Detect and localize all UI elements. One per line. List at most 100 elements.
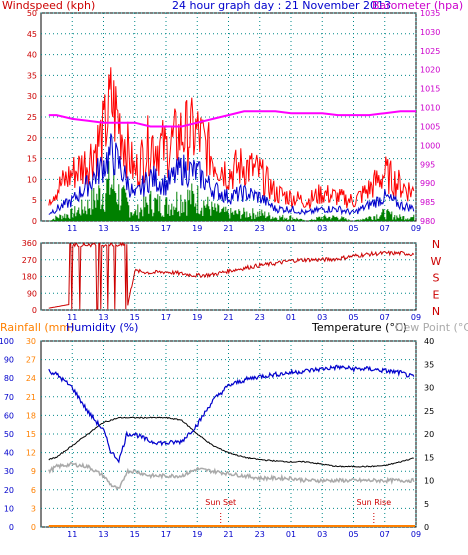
wind-x-tick: 23 [255, 224, 265, 233]
wind-y-tick: 35 [27, 71, 37, 80]
wind-y-tick: 20 [27, 134, 37, 143]
temp-x-tick: 19 [192, 530, 202, 539]
temp-x-tick: 17 [161, 530, 171, 539]
temp-x-tick: 03 [317, 530, 327, 539]
temperature-y-tick: 0 [424, 523, 429, 532]
direction-compass-label: N [432, 238, 440, 251]
temperature-y-tick: 15 [424, 453, 434, 462]
wind-y-tick: 50 [27, 9, 37, 18]
wind-lull-series [49, 161, 415, 221]
humidity-y-tick: 80 [4, 374, 14, 383]
rainfall-label: Rainfall (mm) [0, 321, 74, 334]
humidity-y-tick: 90 [4, 356, 14, 365]
direction-y-tick: 360 [22, 239, 37, 248]
temperature-y-tick: 5 [424, 500, 429, 509]
barometer-y-tick: 1030 [420, 28, 440, 37]
temperature-y-tick: 30 [424, 384, 434, 393]
temp-x-tick: 23 [255, 530, 265, 539]
direction-compass-label: E [433, 288, 440, 301]
rainfall-y-tick: 21 [26, 393, 36, 402]
direction-x-tick: 03 [317, 313, 327, 322]
temp-x-tick: 01 [286, 530, 296, 539]
humidity-y-tick: 10 [4, 504, 14, 513]
temp-x-tick: 11 [67, 530, 77, 539]
humidity-y-tick: 60 [4, 411, 14, 420]
wind-y-tick: 15 [27, 155, 37, 164]
rainfall-y-tick: 9 [31, 467, 36, 476]
temp-x-tick: 15 [130, 530, 140, 539]
wind-y-tick: 30 [27, 92, 37, 101]
rainfall-y-tick: 6 [31, 486, 36, 495]
humidity-series [48, 364, 415, 464]
event-marker-label: Sun Rise [356, 498, 391, 507]
humidity-y-tick: 70 [4, 393, 14, 402]
wind-panel: 0510152025303540455098098599099510001005… [27, 9, 441, 233]
barometer-y-tick: 1020 [420, 66, 440, 75]
wind-gust-series [48, 67, 415, 209]
barometer-y-tick: 980 [420, 217, 435, 226]
rainfall-y-tick: 27 [26, 356, 36, 365]
chart-layers: 0510152025303540455098098599099510001005… [0, 9, 442, 539]
rainfall-y-tick: 12 [26, 449, 36, 458]
rainfall-y-tick: 18 [26, 411, 36, 420]
wind-x-tick: 15 [130, 224, 140, 233]
wind-average-series [48, 133, 415, 216]
barometer-y-tick: 995 [420, 160, 435, 169]
temperature-y-tick: 10 [424, 477, 434, 486]
rainfall-y-tick: 3 [31, 504, 36, 513]
temperature-y-tick: 35 [424, 360, 434, 369]
direction-x-tick: 11 [67, 313, 77, 322]
barometer-series [48, 110, 416, 128]
direction-compass-label: N [432, 305, 440, 318]
humidity-label: Humidity (%) [66, 321, 138, 334]
barometer-y-tick: 1025 [420, 47, 440, 56]
barometer-y-tick: 1000 [420, 141, 440, 150]
temperature-y-tick: 40 [424, 337, 434, 346]
barometer-y-tick: 985 [420, 198, 435, 207]
barometer-y-tick: 1015 [420, 85, 440, 94]
humidity-y-tick: 30 [4, 467, 14, 476]
wind-x-tick: 03 [317, 224, 327, 233]
wind-y-tick: 5 [32, 196, 37, 205]
wind-x-tick: 21 [223, 224, 233, 233]
humidity-y-tick: 100 [0, 337, 14, 346]
wind-x-tick: 05 [348, 224, 358, 233]
humidity-y-tick: 20 [4, 486, 14, 495]
windspeed-label: Windspeed (kph) [2, 0, 95, 12]
rainfall-y-tick: 15 [26, 430, 36, 439]
direction-x-tick: 07 [380, 313, 390, 322]
dewpoint-label: Dew Point (°C) [395, 321, 468, 334]
wind-x-tick: 13 [98, 224, 108, 233]
dewpoint-series [48, 461, 415, 491]
rainfall-y-tick: 24 [26, 374, 36, 383]
temperature-label: Temperature (°C) [311, 321, 407, 334]
direction-x-tick: 05 [348, 313, 358, 322]
temperature-y-tick: 20 [424, 430, 434, 439]
wind-x-tick: 11 [67, 224, 77, 233]
direction-x-tick: 17 [161, 313, 171, 322]
direction-y-tick: 180 [22, 273, 37, 282]
temp-x-tick: 21 [223, 530, 233, 539]
temp-x-tick: 09 [411, 530, 421, 539]
direction-x-tick: 23 [255, 313, 265, 322]
wind-direction-series [48, 241, 415, 310]
direction-x-tick: 15 [130, 313, 140, 322]
direction-y-tick: 90 [27, 289, 37, 298]
rainfall-y-tick: 0 [31, 523, 36, 532]
barometer-y-tick: 1010 [420, 104, 440, 113]
temperature-y-tick: 25 [424, 407, 434, 416]
wind-x-tick: 17 [161, 224, 171, 233]
temp-x-tick: 13 [98, 530, 108, 539]
wind-x-tick: 19 [192, 224, 202, 233]
direction-x-tick: 01 [286, 313, 296, 322]
wind-y-tick: 40 [27, 51, 37, 60]
temp-x-tick: 05 [348, 530, 358, 539]
wind-y-tick: 10 [27, 175, 37, 184]
wind-y-tick: 25 [27, 113, 37, 122]
temp-x-tick: 07 [380, 530, 390, 539]
chart-title: 24 hour graph day : 21 November 2013 [172, 0, 391, 12]
barometer-y-tick: 1005 [420, 122, 440, 131]
